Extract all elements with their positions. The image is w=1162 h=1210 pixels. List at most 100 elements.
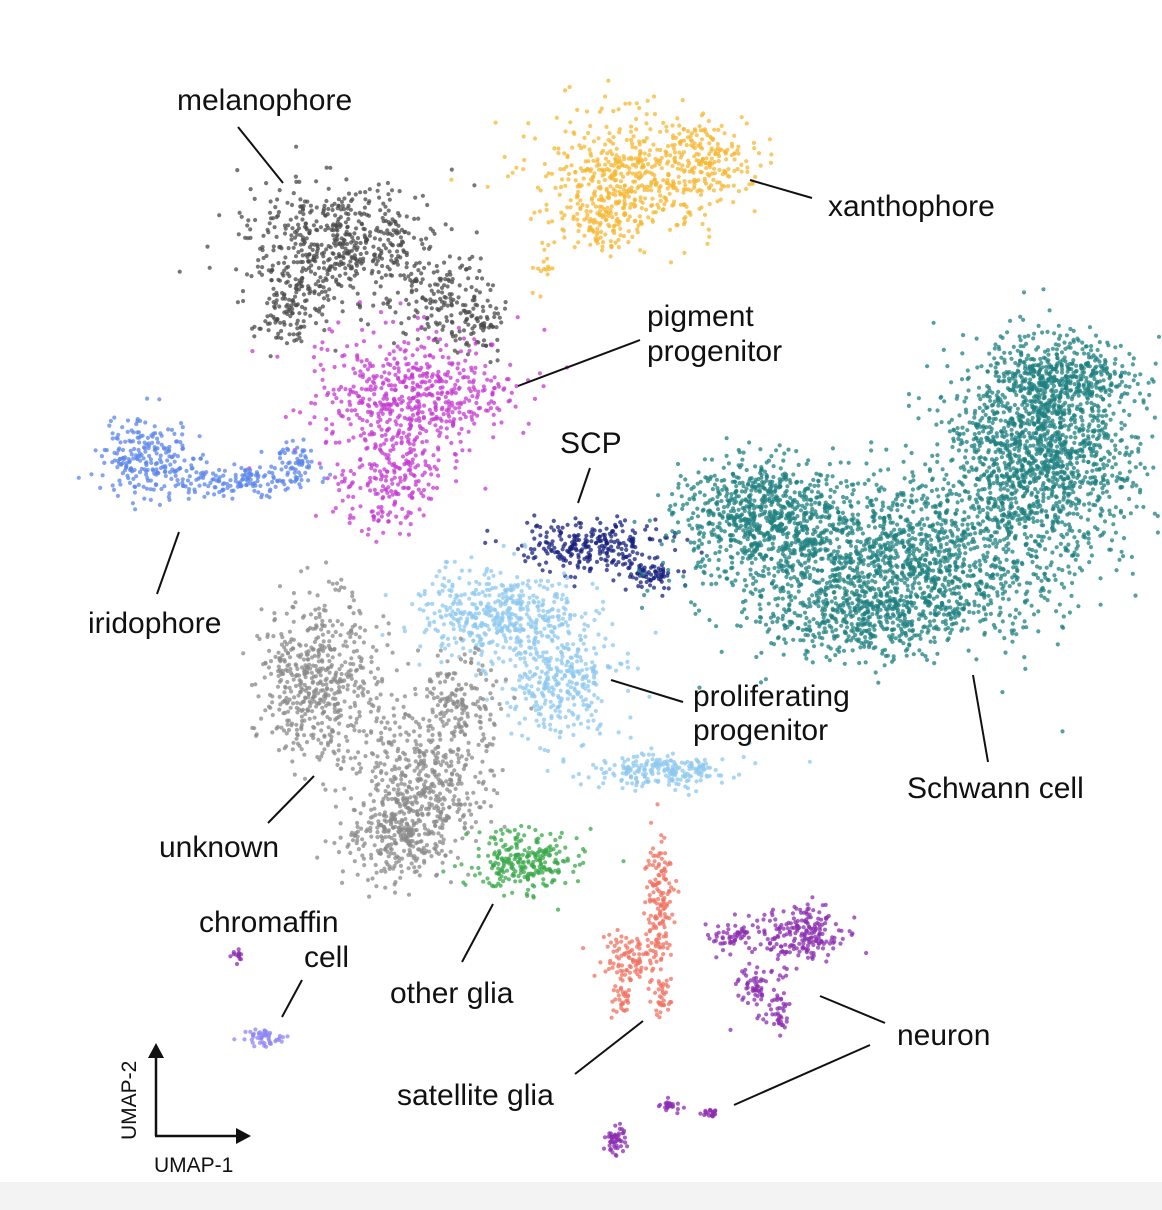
point xyxy=(551,528,557,533)
point xyxy=(567,534,572,539)
point xyxy=(546,220,551,225)
point xyxy=(538,188,543,193)
point xyxy=(225,481,230,487)
point xyxy=(289,233,294,238)
point xyxy=(541,546,547,551)
point xyxy=(1035,466,1040,472)
point xyxy=(1113,530,1118,535)
point xyxy=(1005,439,1010,444)
point xyxy=(999,429,1004,434)
point xyxy=(600,248,605,253)
point xyxy=(982,456,987,461)
point xyxy=(1034,494,1039,499)
point xyxy=(428,353,433,358)
point xyxy=(1101,462,1106,467)
point xyxy=(379,514,384,519)
point xyxy=(348,422,353,427)
point xyxy=(110,483,115,488)
point xyxy=(298,473,303,478)
point xyxy=(1146,380,1151,385)
point xyxy=(386,208,391,213)
point xyxy=(717,148,722,153)
point xyxy=(1027,430,1032,436)
point xyxy=(483,540,488,546)
point xyxy=(453,406,458,411)
point xyxy=(494,325,499,330)
point xyxy=(616,552,621,557)
point xyxy=(489,378,494,383)
point xyxy=(668,260,674,265)
point xyxy=(438,276,444,281)
point xyxy=(1010,639,1015,644)
point xyxy=(1000,434,1005,439)
point xyxy=(308,289,313,294)
point xyxy=(630,145,635,150)
point xyxy=(367,187,372,192)
point xyxy=(192,487,197,492)
point xyxy=(434,329,439,334)
point xyxy=(654,527,659,532)
point xyxy=(1058,553,1063,558)
point xyxy=(476,389,481,394)
point xyxy=(849,517,854,522)
point xyxy=(395,290,400,295)
point xyxy=(988,490,993,495)
point xyxy=(604,217,609,222)
point xyxy=(703,161,708,166)
point xyxy=(609,244,614,249)
point xyxy=(704,156,709,161)
point xyxy=(736,151,741,156)
point xyxy=(570,145,575,150)
point xyxy=(367,404,372,409)
point xyxy=(1061,491,1067,496)
point xyxy=(155,446,160,451)
point xyxy=(379,488,384,493)
point xyxy=(570,540,575,545)
point xyxy=(999,455,1005,460)
point xyxy=(142,440,147,445)
point xyxy=(349,198,354,204)
point xyxy=(633,189,638,194)
point xyxy=(378,477,384,482)
point xyxy=(264,181,269,186)
point xyxy=(264,253,269,258)
point xyxy=(98,485,103,490)
point xyxy=(1085,428,1090,433)
point xyxy=(293,460,298,466)
point xyxy=(291,191,296,196)
point xyxy=(758,163,763,168)
point xyxy=(1122,514,1127,520)
point xyxy=(1001,410,1006,415)
point xyxy=(592,217,597,222)
point xyxy=(916,416,921,421)
point xyxy=(378,284,383,289)
point xyxy=(309,242,314,247)
point xyxy=(1141,504,1146,510)
point xyxy=(997,379,1002,384)
point xyxy=(1081,478,1086,483)
point xyxy=(285,271,290,276)
point xyxy=(630,528,635,533)
point xyxy=(322,203,327,208)
point xyxy=(1127,469,1132,474)
point xyxy=(142,496,147,501)
point xyxy=(541,384,546,389)
point xyxy=(619,523,624,528)
point xyxy=(314,255,319,260)
point xyxy=(1033,487,1038,492)
point xyxy=(597,223,602,228)
point xyxy=(988,611,994,617)
point xyxy=(489,343,494,348)
point xyxy=(638,198,643,203)
point xyxy=(556,525,561,530)
point xyxy=(672,142,677,147)
point xyxy=(338,259,343,264)
point xyxy=(1018,434,1023,439)
point xyxy=(618,520,623,525)
point xyxy=(1014,632,1019,637)
point xyxy=(313,393,319,398)
point xyxy=(988,398,993,403)
point xyxy=(293,277,298,282)
point xyxy=(154,482,159,488)
point xyxy=(132,484,137,489)
